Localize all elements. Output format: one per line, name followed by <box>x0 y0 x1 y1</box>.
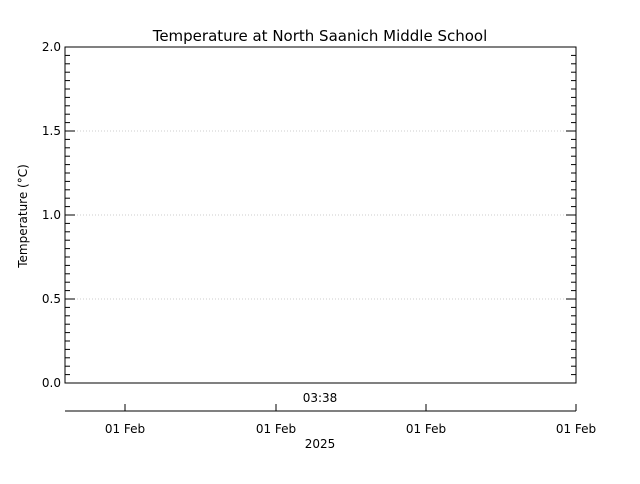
x-tick-label-0: 01 Feb <box>105 422 145 436</box>
y-axis-label: Temperature (°C) <box>16 164 30 269</box>
x-year-label: 2025 <box>305 437 336 451</box>
y-tick-label-1: 0.5 <box>42 292 61 306</box>
y-tick-label-0: 0.0 <box>42 376 61 390</box>
chart-title: Temperature at North Saanich Middle Scho… <box>152 27 488 45</box>
y-tick-label-3: 1.5 <box>42 124 61 138</box>
y-tick-label-4: 2.0 <box>42 40 61 54</box>
x-tick-label-1: 01 Feb <box>256 422 296 436</box>
time-annotation: 03:38 <box>303 391 338 405</box>
x-tick-label-3: 01 Feb <box>556 422 596 436</box>
y-tick-label-2: 1.0 <box>42 208 61 222</box>
x-tick-label-2: 01 Feb <box>406 422 446 436</box>
